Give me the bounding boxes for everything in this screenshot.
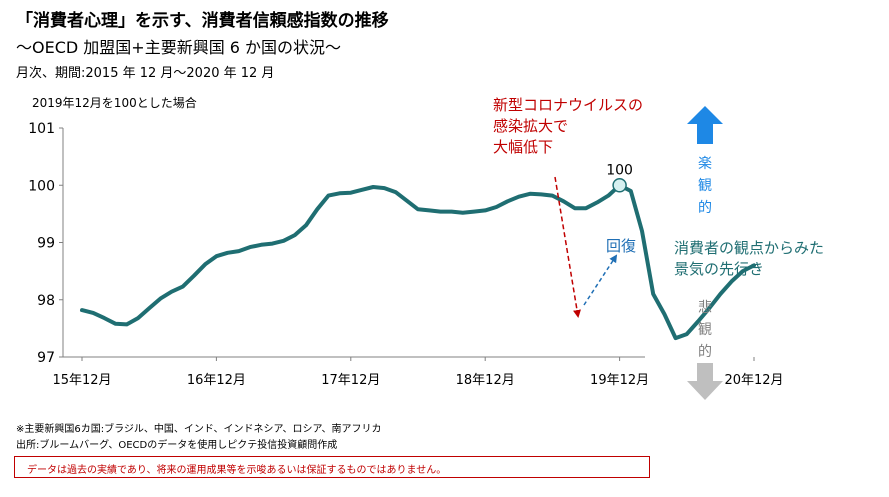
x-tick-label: 19年12月: [590, 373, 649, 388]
covid-annotation-line: 感染拡大で: [493, 117, 568, 135]
x-tick-label: 16年12月: [187, 373, 246, 388]
optimistic-label: 楽: [698, 156, 712, 172]
pessimistic-label: 観: [698, 321, 712, 338]
x-tick-label: 20年12月: [724, 373, 783, 388]
consumer-view-line2: 景気の先行き: [674, 260, 764, 278]
chart-title: 「消費者心理」を示す、消費者信頼感指数の推移: [16, 11, 389, 31]
line-chart: 97 98 99 100 101 15年12月 16年12月 17年12月 18年12月 19年1…: [28, 96, 824, 400]
down-arrow-icon: [687, 363, 723, 400]
footnote-emerging-countries: ※主要新興国6カ国:ブラジル、中国、インド、インドネシア、ロシア、南アフリカ: [16, 424, 382, 435]
up-arrow-icon: [687, 106, 723, 144]
disclaimer-box: データは過去の実績であり、将来の運用成果等を示唆あるいは保証するものではありませ…: [14, 456, 650, 478]
y-tick-label: 98: [37, 293, 55, 309]
covid-annotation-line: 新型コロナウイルスの: [493, 96, 643, 114]
pessimistic-label: 悲: [698, 299, 712, 316]
y-tick-label: 97: [37, 350, 55, 366]
peak-marker: [612, 178, 627, 193]
optimistic-label: 的: [698, 200, 712, 216]
source-note: 出所:ブルームバーグ、OECDのデータを使用しピクテ投信投資顧問作成: [16, 440, 338, 451]
series-line: [80, 183, 756, 341]
y-tick-label: 101: [28, 121, 55, 137]
pessimistic-label: 的: [698, 344, 712, 360]
chart-subtitle: ～OECD 加盟国+主要新興国 6 か国の状況～: [16, 38, 342, 57]
consumer-view-line1: 消費者の観点からみた: [674, 239, 824, 257]
x-tick-label: 17年12月: [321, 373, 380, 388]
covid-annotation-line: 大幅低下: [493, 138, 553, 156]
base-note: 2019年12月を100とした場合: [32, 96, 197, 110]
recovery-arrow: [583, 254, 618, 306]
recovery-label: 回復: [606, 237, 636, 255]
x-tick-label: 15年12月: [52, 373, 111, 388]
optimistic-label: 観: [698, 177, 712, 194]
y-tick-label: 100: [28, 178, 55, 194]
peak-label: 100: [606, 162, 633, 178]
x-tick-label: 18年12月: [456, 373, 515, 388]
period-label: 月次、期間:2015 年 12 月～2020 年 12 月: [16, 66, 275, 81]
y-tick-label: 99: [37, 236, 55, 252]
